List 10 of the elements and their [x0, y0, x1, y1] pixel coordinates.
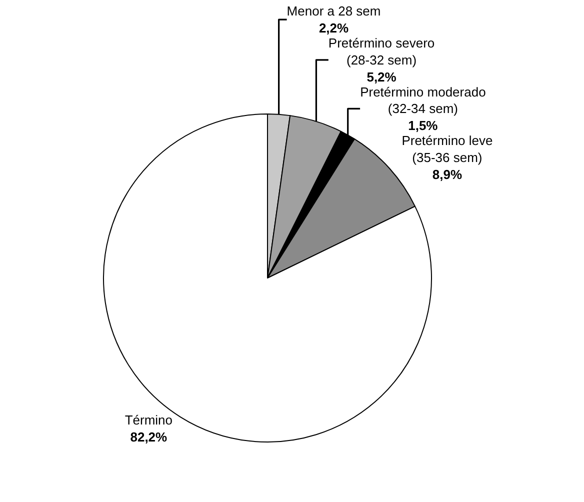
- data-label: 5,2%: [366, 69, 397, 84]
- slice-label: Término: [124, 412, 173, 428]
- slice-label: Pretérmino leve (35-36 sem): [402, 133, 493, 165]
- data-label: 2,2%: [318, 20, 350, 36]
- data-label: 1,5%: [408, 118, 438, 134]
- slice-label: Pretérmino moderado (32-34 sem): [360, 84, 486, 116]
- slice-label: Menor a 28 sem: [286, 4, 381, 19]
- data-label: 82,2%: [130, 429, 168, 444]
- data-label: 8,9%: [432, 166, 462, 182]
- slice-label: Pretérmino severo (28-32 sem): [328, 35, 435, 68]
